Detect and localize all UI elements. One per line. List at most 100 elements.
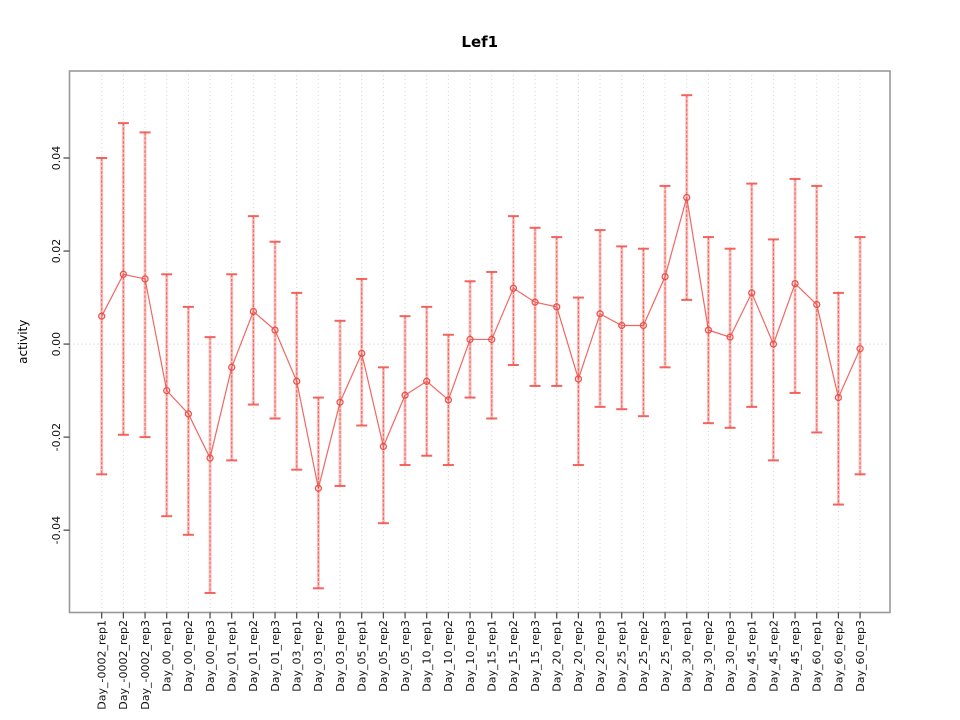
data-point <box>531 298 539 306</box>
data-point <box>163 386 171 395</box>
error-bar <box>551 236 563 387</box>
data-point <box>834 393 843 402</box>
y-tick-label: -0.04 <box>50 516 63 544</box>
data-point <box>314 484 323 492</box>
error-bar <box>746 182 758 408</box>
x-tick-label: Day_25_rep3 <box>659 620 672 692</box>
x-tick-label: Day_45_rep3 <box>789 620 802 692</box>
x-tick-label: Day_01_rep3 <box>269 620 282 692</box>
data-point <box>358 349 366 358</box>
x-tick-label: Day_00_rep2 <box>182 620 195 692</box>
x-tick-label: Day_15_rep1 <box>486 620 499 692</box>
y-tick-label: -0.02 <box>50 423 63 451</box>
axis-ticks <box>63 157 861 619</box>
data-point <box>726 333 734 341</box>
x-tick-label: Day_30_rep2 <box>702 620 715 692</box>
error-bar <box>204 336 216 594</box>
error-bar <box>572 296 584 467</box>
x-tick-label: Day_01_rep2 <box>247 620 260 692</box>
x-tick-label: Day_15_rep2 <box>507 620 520 692</box>
error-bar <box>637 247 649 418</box>
error-bar <box>312 396 324 590</box>
data-point <box>769 340 778 348</box>
error-bar <box>616 245 628 411</box>
error-bar <box>724 247 736 429</box>
x-tick-label: Day_25_rep2 <box>637 620 650 692</box>
x-tick-label: Day_-0002_rep1 <box>96 620 109 710</box>
data-point <box>98 312 106 320</box>
data-point <box>683 193 691 202</box>
data-point <box>271 326 279 334</box>
data-point <box>444 396 453 404</box>
x-tick-label: Day_01_rep1 <box>226 620 239 692</box>
x-tick-labels: Day_-0002_rep1 Day_-0002_rep2 Day_-0002_re… <box>96 620 867 710</box>
data-point <box>574 375 583 383</box>
y-tick-label: 0.00 <box>50 332 63 357</box>
y-tick-labels: -0.04 -0.02 0.00 0.02 0.04 <box>50 146 63 545</box>
x-tick-label: Day_05_rep3 <box>399 620 412 692</box>
data-point <box>379 442 388 451</box>
x-tick-label: Day_20_rep2 <box>572 620 585 692</box>
data-point <box>856 345 864 353</box>
x-tick-label: Day_45_rep2 <box>767 620 780 692</box>
error-bars <box>96 94 866 594</box>
error-bar <box>182 305 194 536</box>
data-point <box>661 272 669 281</box>
x-tick-label: Day_-0002_rep2 <box>117 620 130 710</box>
error-bar <box>486 270 498 420</box>
data-point <box>401 391 409 399</box>
error-bar <box>594 229 606 408</box>
data-point <box>639 321 648 330</box>
x-tick-label: Day_10_rep3 <box>464 620 477 692</box>
x-tick-label: Day_03_rep1 <box>291 620 304 692</box>
error-bar <box>811 184 823 434</box>
error-bar <box>139 131 151 439</box>
data-point <box>596 310 604 318</box>
data-point <box>791 279 799 288</box>
y-tick-label: 0.04 <box>50 146 63 171</box>
data-point <box>618 321 626 330</box>
error-bar <box>529 226 541 387</box>
error-bar <box>117 122 129 436</box>
data-point <box>423 377 431 385</box>
x-tick-label: Day_03_rep3 <box>334 620 347 692</box>
data-point <box>293 377 301 385</box>
data-point <box>488 335 496 344</box>
x-tick-label: Day_60_rep1 <box>811 620 824 692</box>
data-point <box>206 454 214 462</box>
x-tick-label: Day_30_rep3 <box>724 620 737 692</box>
data-point <box>184 410 193 418</box>
error-bar <box>399 315 411 467</box>
data-point <box>141 275 149 283</box>
chart-title: Lef1 <box>461 33 498 51</box>
x-tick-label: Day_45_rep1 <box>746 620 759 692</box>
data-point <box>509 284 518 292</box>
x-tick-label: Day_30_rep1 <box>681 620 694 692</box>
x-tick-label: Day_15_rep3 <box>529 620 542 692</box>
x-tick-label: Day_60_rep2 <box>832 620 845 692</box>
error-bar <box>789 177 801 394</box>
series-line <box>101 197 861 489</box>
data-point <box>249 307 258 316</box>
data-point <box>553 303 561 311</box>
data-point <box>119 270 128 278</box>
data-point <box>704 326 713 334</box>
activity-line <box>101 197 861 489</box>
data-point <box>466 335 474 344</box>
y-tick-label: 0.02 <box>50 239 63 264</box>
error-bar <box>507 215 519 367</box>
data-point <box>748 289 756 297</box>
x-tick-label: Day_05_rep1 <box>356 620 369 692</box>
x-tick-label: Day_20_rep1 <box>551 620 564 692</box>
data-point <box>813 300 821 309</box>
error-bar <box>161 273 173 518</box>
x-tick-label: Day_00_rep1 <box>161 620 174 692</box>
error-bar <box>767 238 779 462</box>
data-points <box>98 193 864 492</box>
x-tick-label: Day_00_rep3 <box>204 620 217 692</box>
x-tick-label: Day_25_rep1 <box>616 620 629 692</box>
x-tick-label: Day_10_rep2 <box>442 620 455 692</box>
plot-border <box>68 70 891 614</box>
